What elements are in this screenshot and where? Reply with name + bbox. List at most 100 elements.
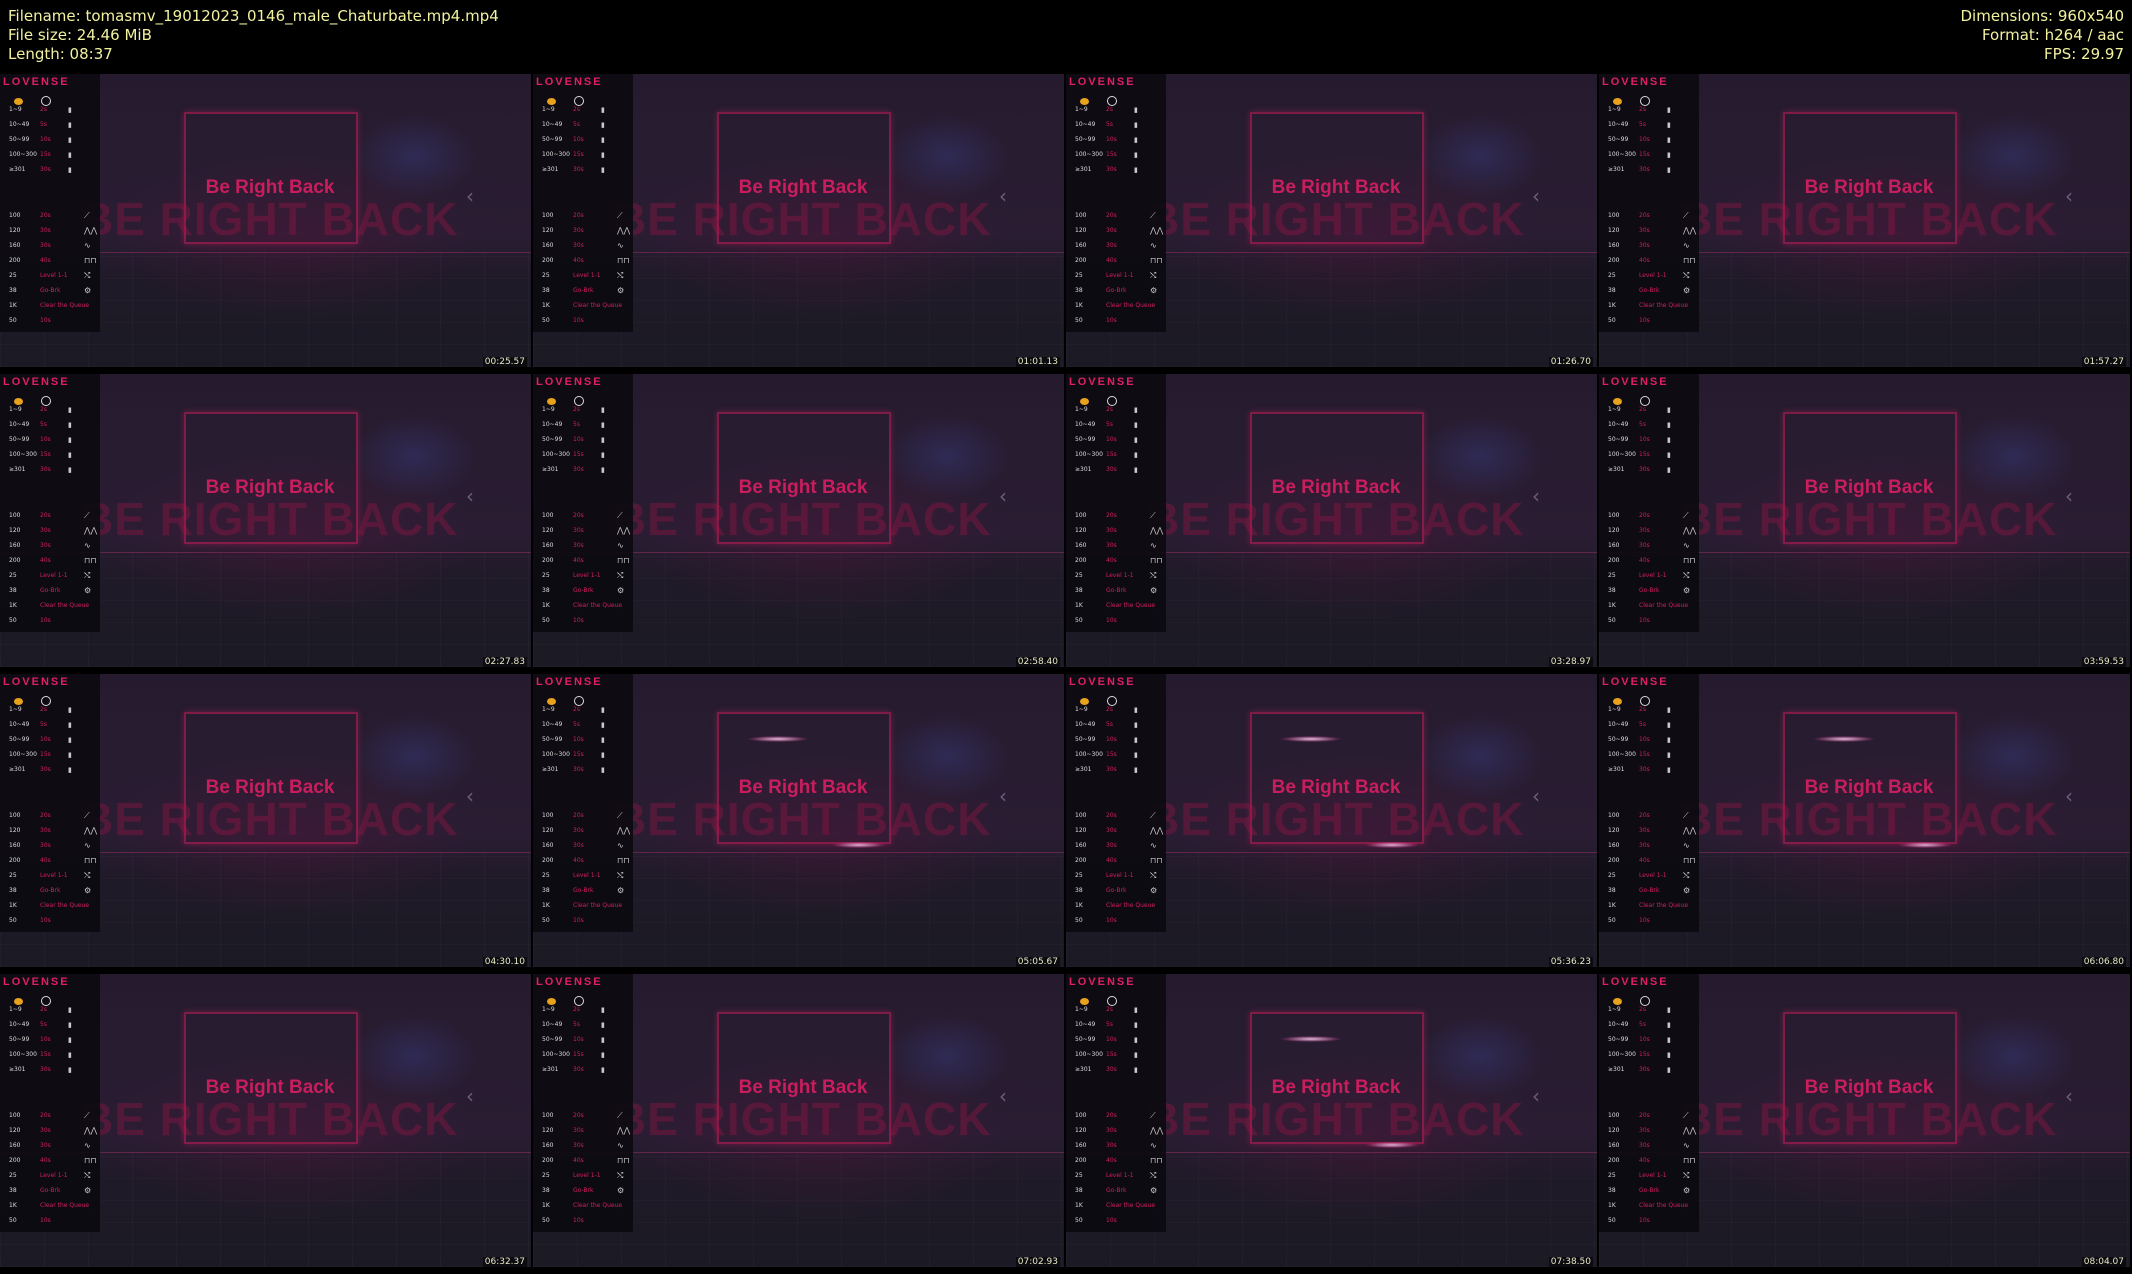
special-command-row: 100 20s ⟋: [0, 510, 100, 522]
command-label: 20s: [573, 812, 584, 819]
vibration-level-icon: ▮: [68, 166, 72, 174]
tip-range: 100~300: [542, 151, 570, 158]
tip-duration: 30s: [1106, 1066, 1117, 1073]
vibration-level-icon: ▮: [68, 1021, 72, 1029]
special-command-row: 120 30s ⋀⋀: [1599, 525, 1699, 537]
tip-duration: 5s: [40, 721, 47, 728]
tip-duration: 10s: [573, 136, 584, 143]
video-thumbnail[interactable]: BE RIGHT BACK Be Right Back ‹ LOVENSE 1~9 2s ▮…: [1066, 74, 1597, 367]
video-thumbnail[interactable]: BE RIGHT BACK Be Right Back ‹ LOVENSE 1~9 2s ▮…: [533, 374, 1064, 667]
command-label: Clear the Queue: [573, 1202, 623, 1209]
clock-icon: [41, 696, 51, 706]
command-tokens: 1K: [1608, 302, 1616, 309]
lovense-logo: LOVENSE: [1069, 976, 1136, 988]
pattern-icon: ⚙: [1683, 886, 1691, 895]
vibration-level-icon: ▮: [1134, 1051, 1138, 1059]
special-command-row: 1K Clear the Queue: [0, 1200, 100, 1212]
pattern-icon: ⋀⋀: [617, 226, 631, 235]
video-thumbnail[interactable]: BE RIGHT BACK Be Right Back ‹ LOVENSE 1~9 2s ▮…: [1066, 974, 1597, 1267]
chevron-left-icon: ‹: [466, 784, 474, 808]
tip-range: 10~49: [1075, 421, 1096, 428]
video-thumbnail[interactable]: BE RIGHT BACK Be Right Back ‹ LOVENSE 1~9 2s ▮…: [533, 674, 1064, 967]
pattern-icon: ∿: [1683, 241, 1690, 250]
video-thumbnail[interactable]: BE RIGHT BACK Be Right Back ‹ LOVENSE 1~9 2s ▮…: [1066, 674, 1597, 967]
pattern-icon: ⤭: [617, 871, 624, 880]
video-thumbnail[interactable]: BE RIGHT BACK Be Right Back ‹ LOVENSE 1~9 2s ▮…: [0, 74, 531, 367]
special-command-row: 25 Level 1-1 ⤭: [1599, 270, 1699, 282]
pattern-icon: ⚙: [84, 286, 92, 295]
tip-range: 1~9: [1075, 406, 1088, 413]
video-thumbnail[interactable]: BE RIGHT BACK Be Right Back ‹ LOVENSE 1~9 2s ▮…: [0, 374, 531, 667]
pattern-icon: ⊓⊓: [617, 256, 630, 265]
lovense-panel: LOVENSE 1~9 2s ▮ 10~49 5s ▮ 50~99 10s ▮ 100~300 15s…: [1599, 74, 1699, 332]
command-label: Clear the Queue: [40, 1202, 90, 1209]
pattern-icon: ⟋: [617, 811, 623, 820]
tip-range: ≥301: [542, 166, 559, 173]
video-thumbnail[interactable]: BE RIGHT BACK Be Right Back ‹ LOVENSE 1~9 2s ▮…: [1599, 674, 2130, 967]
video-thumbnail[interactable]: BE RIGHT BACK Be Right Back ‹ LOVENSE 1~9 2s ▮…: [533, 74, 1064, 367]
vibration-level-icon: ▮: [1667, 1036, 1671, 1044]
pattern-icon: ⋀⋀: [84, 1126, 98, 1135]
command-label: 30s: [1639, 1142, 1650, 1149]
command-label: 10s: [1106, 917, 1117, 924]
lovense-logo: LOVENSE: [1602, 676, 1669, 688]
pattern-icon: ⟋: [1150, 811, 1156, 820]
vibration-level-icon: ▮: [1667, 166, 1671, 174]
command-tokens: 100: [542, 212, 554, 219]
video-thumbnail[interactable]: BE RIGHT BACK Be Right Back ‹ LOVENSE 1~9 2s ▮…: [1599, 374, 2130, 667]
pattern-icon: ⚙: [1150, 586, 1158, 595]
command-tokens: 200: [9, 257, 21, 264]
vibration-level-icon: ▮: [1134, 406, 1138, 414]
pattern-icon: ⚙: [1683, 1186, 1691, 1195]
lovense-panel: LOVENSE 1~9 2s ▮ 10~49 5s ▮ 50~99 10s ▮ 100~300 15s…: [0, 374, 100, 632]
video-thumbnail[interactable]: BE RIGHT BACK Be Right Back ‹ LOVENSE 1~9 2s ▮…: [1599, 74, 2130, 367]
command-label: Go-Brk: [40, 587, 61, 594]
special-command-row: 50 10s: [1599, 1215, 1699, 1227]
background-title: BE RIGHT BACK: [1146, 493, 1525, 545]
special-command-row: 120 30s ⋀⋀: [0, 1125, 100, 1137]
command-tokens: 50: [9, 1217, 17, 1224]
command-label: 40s: [1106, 1157, 1117, 1164]
tip-level-row: 10~49 5s ▮: [1066, 1019, 1166, 1031]
command-label: Level 1-1: [40, 872, 68, 879]
special-command-row: 160 30s ∿: [533, 1140, 633, 1152]
neon-frame: [184, 712, 358, 844]
special-command-row: 160 30s ∿: [533, 540, 633, 552]
command-tokens: 160: [9, 1142, 21, 1149]
special-command-row: 160 30s ∿: [1066, 1140, 1166, 1152]
command-label: 10s: [1639, 1217, 1650, 1224]
command-tokens: 200: [1608, 1157, 1620, 1164]
video-thumbnail[interactable]: BE RIGHT BACK Be Right Back ‹ LOVENSE 1~9 2s ▮…: [0, 674, 531, 967]
tip-level-row: ≥301 30s ▮: [533, 464, 633, 476]
coin-icon: [1613, 698, 1622, 705]
command-label: 20s: [1106, 212, 1117, 219]
tip-duration: 10s: [1106, 136, 1117, 143]
lovense-panel: LOVENSE 1~9 2s ▮ 10~49 5s ▮ 50~99 10s ▮ 100~300 15s…: [1066, 74, 1166, 332]
command-label: Go-Brk: [40, 887, 61, 894]
command-tokens: 100: [9, 1112, 21, 1119]
light-flare: [748, 736, 808, 742]
special-command-row: 38 Go-Brk ⚙: [0, 1185, 100, 1197]
special-command-row: 50 10s: [0, 915, 100, 927]
tip-duration: 15s: [1106, 151, 1117, 158]
pattern-icon: ⚙: [1150, 886, 1158, 895]
video-thumbnail[interactable]: BE RIGHT BACK Be Right Back ‹ LOVENSE 1~9 2s ▮…: [1599, 974, 2130, 1267]
special-command-row: 120 30s ⋀⋀: [1599, 825, 1699, 837]
video-thumbnail[interactable]: BE RIGHT BACK Be Right Back ‹ LOVENSE 1~9 2s ▮…: [533, 974, 1064, 1267]
command-tokens: 1K: [542, 302, 550, 309]
special-command-row: 38 Go-Brk ⚙: [1066, 285, 1166, 297]
video-thumbnail[interactable]: BE RIGHT BACK Be Right Back ‹ LOVENSE 1~9 2s ▮…: [1066, 374, 1597, 667]
tip-duration: 2s: [573, 706, 580, 713]
command-tokens: 120: [1608, 827, 1620, 834]
coin-icon: [14, 998, 23, 1005]
command-label: 10s: [1106, 1217, 1117, 1224]
clock-icon: [41, 396, 51, 406]
tip-range: 50~99: [9, 436, 30, 443]
special-command-row: 25 Level 1-1 ⤭: [1066, 870, 1166, 882]
command-tokens: 50: [542, 1217, 550, 1224]
vibration-level-icon: ▮: [601, 136, 605, 144]
timestamp-label: 08:04.07: [2081, 1257, 2126, 1267]
chevron-left-icon: ‹: [2065, 184, 2073, 208]
command-tokens: 120: [1608, 227, 1620, 234]
video-thumbnail[interactable]: BE RIGHT BACK Be Right Back ‹ LOVENSE 1~9 2s ▮…: [0, 974, 531, 1267]
